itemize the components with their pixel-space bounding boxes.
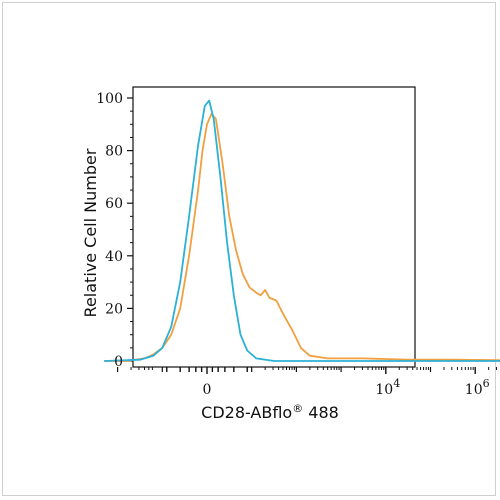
- registered-mark: ®: [292, 402, 303, 415]
- y-tick-label: 100: [96, 91, 123, 107]
- x-axis-label-text: CD28-ABflo: [201, 403, 292, 422]
- y-tick-label: 20: [105, 301, 123, 317]
- y-axis-label: Relative Cell Number: [81, 148, 100, 317]
- x-axis-label-suffix: 488: [303, 403, 339, 422]
- series-group: [104, 99, 500, 362]
- y-tick-label: 40: [105, 249, 123, 265]
- histogram-series-1: [104, 112, 500, 362]
- x-tick-label: 0: [203, 382, 212, 398]
- y-tick-label: 0: [114, 354, 123, 370]
- axis-ticks: [116, 97, 498, 374]
- x-tick-exponent: 4: [393, 377, 400, 390]
- figure-frame: [2, 2, 496, 496]
- x-tick-label: 104: [375, 377, 400, 398]
- x-tick-exponent: 6: [483, 377, 490, 390]
- plot-area-border: [132, 86, 416, 368]
- x-axis-label: CD28-ABflo® 488: [201, 402, 339, 422]
- y-tick-label: 60: [105, 196, 123, 212]
- y-tick-label: 80: [105, 144, 123, 160]
- x-tick-label: 106: [465, 377, 490, 398]
- histogram-series-2: [104, 99, 500, 362]
